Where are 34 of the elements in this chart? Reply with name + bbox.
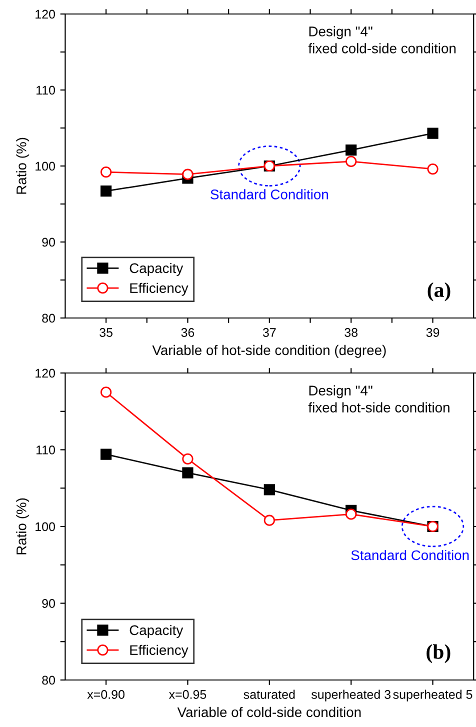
annotation: Design "4" fixed hot-side condition xyxy=(308,385,450,412)
annotation: Standard Condition xyxy=(210,189,328,200)
y-tick-label: 80 xyxy=(42,314,55,323)
x-tick-label: 37 xyxy=(262,328,276,337)
y-tick-label: 90 xyxy=(42,599,55,608)
annotation: (a) xyxy=(428,282,450,302)
y-tick-label: 120 xyxy=(36,10,56,19)
y-axis-title: Ratio (%) xyxy=(16,498,30,554)
legend-label: Efficiency xyxy=(130,644,188,658)
legend-label: Capacity xyxy=(130,624,184,638)
y-tick-label: 100 xyxy=(36,162,56,171)
legend-label: Capacity xyxy=(130,262,184,276)
x-axis-title: Variable of hot-side condition (degree) xyxy=(152,344,386,358)
x-axis-title: Variable of cold-side condition xyxy=(177,706,361,718)
y-tick-label: 110 xyxy=(36,446,56,454)
y-tick-label: 80 xyxy=(42,676,55,685)
y-tick-label: 120 xyxy=(36,368,56,378)
x-tick-label: 35 xyxy=(100,328,112,337)
annotation: (b) xyxy=(426,644,450,664)
x-tick-label: 36 xyxy=(181,328,194,337)
x-tick-label: 38 xyxy=(344,328,358,337)
annotation: Standard Condition xyxy=(351,550,469,560)
y-axis-title: Ratio (%) xyxy=(16,138,30,194)
x-tick-label: x=0.95 xyxy=(168,690,206,699)
annotation: Design "4" fixed cold-side condition xyxy=(308,26,456,54)
x-tick-label: saturated xyxy=(244,690,295,699)
x-tick-label: superheated 3 xyxy=(311,690,391,702)
x-tick-label: 39 xyxy=(426,328,440,337)
legend-label: Efficiency xyxy=(130,282,188,296)
y-tick-label: 90 xyxy=(42,238,55,247)
y-tick-label: 110 xyxy=(36,86,56,95)
x-tick-label: x=0.90 xyxy=(87,690,125,699)
y-tick-label: 100 xyxy=(36,522,56,532)
x-tick-label: superheated 5 xyxy=(393,690,472,702)
